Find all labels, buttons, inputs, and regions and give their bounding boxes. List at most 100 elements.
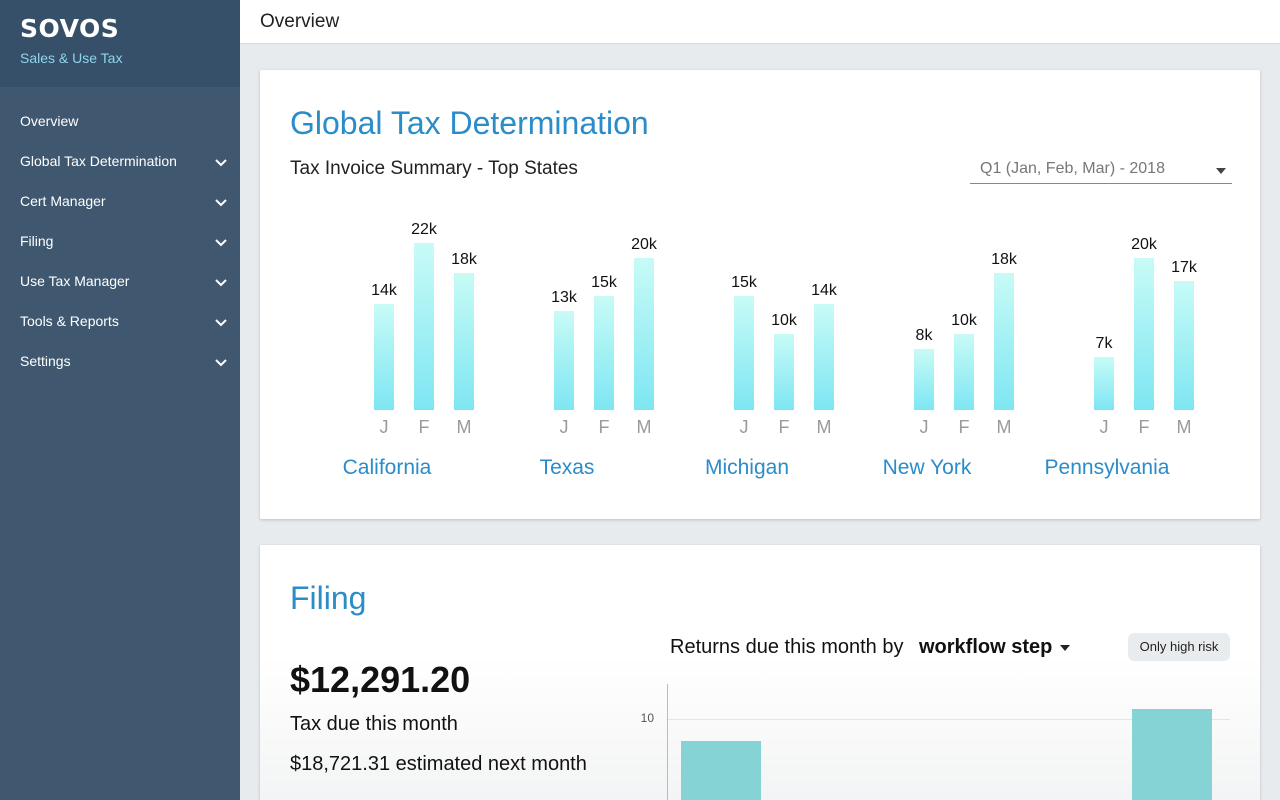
month-label: M <box>636 417 652 437</box>
month-label: J <box>739 417 749 437</box>
bar-value-label: 15k <box>731 274 757 291</box>
sidebar-item-use-tax-manager[interactable]: Use Tax Manager <box>0 261 240 301</box>
sidebar: SOVOS Sales & Use Tax Overview Global Tax… <box>0 0 240 800</box>
bar[interactable] <box>994 273 1014 410</box>
bar[interactable] <box>594 296 614 410</box>
sidebar-item-tools-reports[interactable]: Tools & Reports <box>0 301 240 341</box>
sidebar-item-label: Cert Manager <box>20 193 106 209</box>
bar-value-label: 18k <box>451 251 477 268</box>
sidebar-item-global-tax-determination[interactable]: Global Tax Determination <box>0 141 240 181</box>
bar[interactable] <box>454 273 474 410</box>
bar-value-label: 7k <box>1095 335 1113 352</box>
state-name-link[interactable]: California <box>342 456 432 479</box>
sidebar-item-label: Use Tax Manager <box>20 273 130 289</box>
month-label: F <box>1138 417 1150 437</box>
global-tax-determination-card: Global Tax Determination Tax Invoice Sum… <box>260 70 1260 519</box>
returns-bar[interactable] <box>681 741 761 800</box>
bar[interactable] <box>554 311 574 410</box>
filing-card: Filing $12,291.20 Tax due this month $18… <box>260 545 1260 800</box>
bar-value-label: 14k <box>811 282 837 299</box>
sidebar-item-filing[interactable]: Filing <box>0 221 240 261</box>
bar-value-label: 10k <box>951 312 977 329</box>
chevron-down-icon[interactable] <box>214 276 228 290</box>
bar[interactable] <box>914 349 934 410</box>
state-name-link[interactable]: Michigan <box>704 456 790 479</box>
bar[interactable] <box>414 243 434 410</box>
brand: SOVOS Sales & Use Tax <box>0 0 240 87</box>
chevron-down-icon[interactable] <box>214 236 228 250</box>
returns-label: Returns due this month by <box>670 636 904 658</box>
sovos-logo[interactable]: SOVOS <box>20 14 120 43</box>
sidebar-item-overview[interactable]: Overview <box>0 101 240 141</box>
month-label: F <box>778 417 790 437</box>
month-label: J <box>379 417 389 437</box>
y-tick-label: 10 <box>640 711 654 725</box>
state-chart-texas: 13k J 15k F 20k M Texas <box>477 220 657 480</box>
bar[interactable] <box>1174 281 1194 410</box>
bar[interactable] <box>1094 357 1114 410</box>
state-chart-new-york: 8k J 10k F 18k M New York <box>837 220 1017 480</box>
caret-down-icon <box>1216 168 1226 174</box>
workflow-step-value: workflow step <box>919 636 1053 658</box>
bar-value-label: 10k <box>771 312 797 329</box>
bar-value-label: 15k <box>591 274 617 291</box>
sidebar-item-label: Overview <box>20 113 79 129</box>
state-name-link[interactable]: New York <box>882 456 972 479</box>
chevron-down-icon[interactable] <box>214 156 228 170</box>
bar-value-label: 13k <box>551 289 577 306</box>
chart-subtitle: Tax Invoice Summary - Top States <box>290 158 578 179</box>
caret-down-icon <box>1060 644 1071 651</box>
bar[interactable] <box>1134 258 1154 410</box>
estimated-next-month: $18,721.31 estimated next month <box>290 753 587 775</box>
state-name-link[interactable]: Texas <box>539 456 595 479</box>
page-title: Overview <box>260 11 340 32</box>
bar[interactable] <box>634 258 654 410</box>
bar-value-label: 20k <box>631 236 657 253</box>
sidebar-nav: Overview Global Tax Determination Cert Man… <box>0 87 240 381</box>
period-select[interactable]: Q1 (Jan, Feb, Mar) - 2018 <box>970 160 1232 184</box>
month-label: F <box>418 417 430 437</box>
only-high-risk-button[interactable]: Only high risk <box>1128 633 1230 661</box>
sidebar-item-label: Settings <box>20 353 71 369</box>
bar[interactable] <box>374 304 394 410</box>
bar[interactable] <box>814 304 834 410</box>
filing-title[interactable]: Filing <box>290 580 367 616</box>
month-label: F <box>598 417 610 437</box>
tax-due-label: Tax due this month <box>290 713 458 735</box>
sidebar-item-settings[interactable]: Settings <box>0 341 240 381</box>
month-label: J <box>1099 417 1109 437</box>
sidebar-item-label: Filing <box>20 233 54 249</box>
sidebar-item-label: Tools & Reports <box>20 313 119 329</box>
sidebar-item-cert-manager[interactable]: Cert Manager <box>0 181 240 221</box>
month-label: M <box>1176 417 1192 437</box>
bar[interactable] <box>774 334 794 410</box>
state-chart-michigan: 15k J 10k F 14k M Michigan <box>657 220 837 480</box>
bar-value-label: 22k <box>411 221 437 238</box>
sidebar-item-label: Global Tax Determination <box>20 153 177 169</box>
gtd-title[interactable]: Global Tax Determination <box>290 105 649 141</box>
workflow-step-select[interactable]: workflow step <box>919 636 1071 659</box>
chevron-down-icon[interactable] <box>214 356 228 370</box>
period-select-value: Q1 (Jan, Feb, Mar) - 2018 <box>980 160 1165 177</box>
y-axis <box>667 684 668 800</box>
month-label: J <box>919 417 929 437</box>
bar[interactable] <box>734 296 754 410</box>
tax-due-amount: $12,291.20 <box>290 659 471 700</box>
returns-bar[interactable] <box>1132 709 1212 800</box>
month-label: J <box>559 417 569 437</box>
month-label: F <box>958 417 970 437</box>
month-label: M <box>456 417 472 437</box>
month-label: M <box>816 417 832 437</box>
product-name: Sales & Use Tax <box>20 50 123 66</box>
chevron-down-icon[interactable] <box>214 196 228 210</box>
bar-value-label: 14k <box>371 282 397 299</box>
state-name-link[interactable]: Pennsylvania <box>1044 456 1170 479</box>
bar-value-label: 20k <box>1131 236 1157 253</box>
chevron-down-icon[interactable] <box>214 316 228 330</box>
bar[interactable] <box>954 334 974 410</box>
bar-value-label: 18k <box>991 251 1017 268</box>
month-label: M <box>996 417 1012 437</box>
bar-value-label: 17k <box>1171 259 1197 276</box>
topbar: Overview <box>240 0 1280 44</box>
gridline <box>668 719 1230 720</box>
